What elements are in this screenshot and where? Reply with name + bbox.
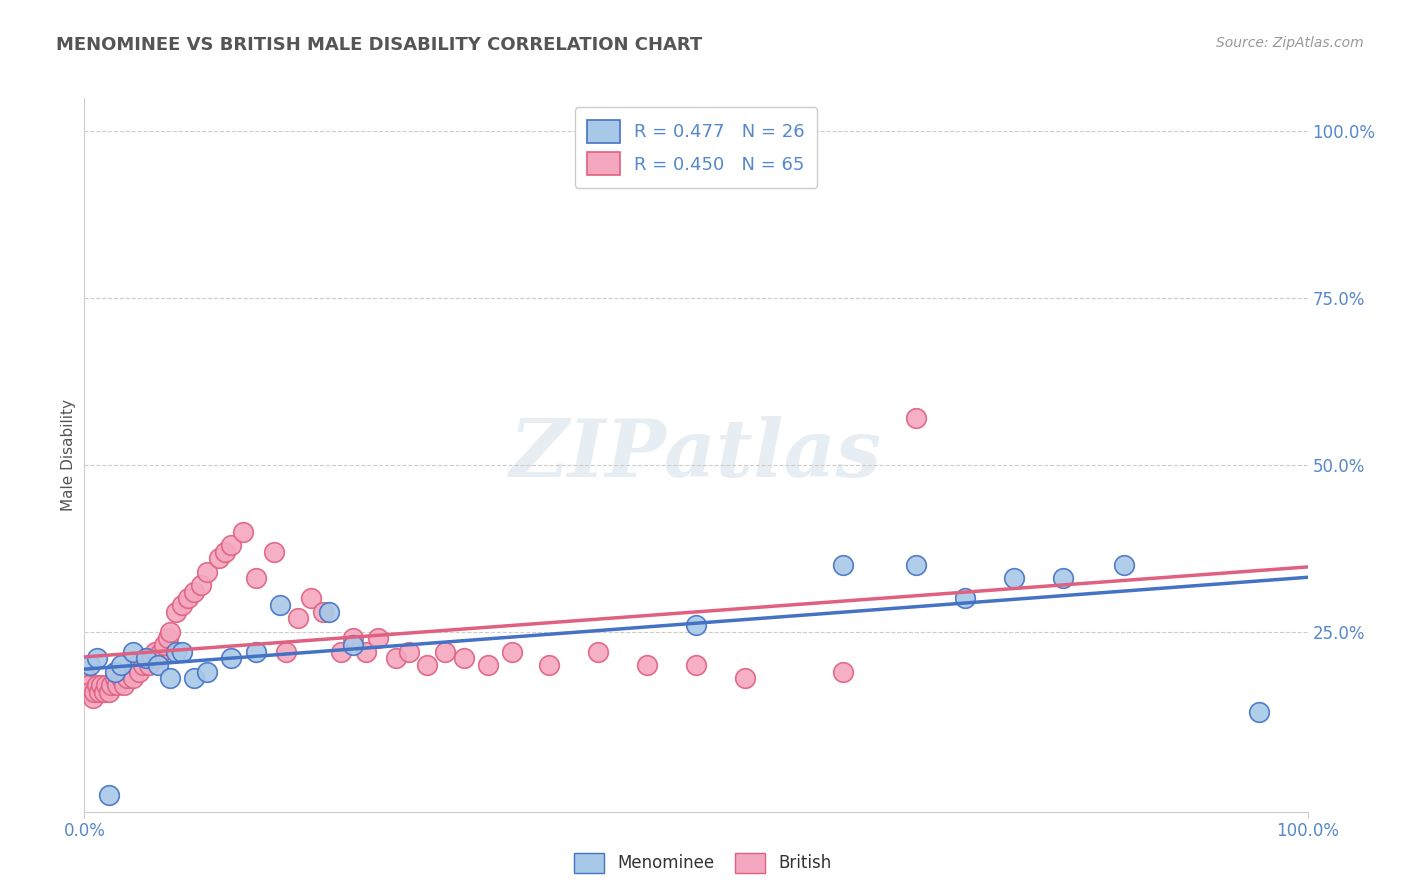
- Legend: Menominee, British: Menominee, British: [568, 847, 838, 880]
- Point: [190, 578, 212, 592]
- Point: [214, 544, 236, 558]
- Point: [96, 678, 118, 692]
- Text: Source: ZipAtlas.com: Source: ZipAtlas.com: [1216, 36, 1364, 50]
- Point: [156, 632, 179, 646]
- Point: [354, 645, 377, 659]
- Point: [831, 665, 853, 679]
- Point: [398, 645, 420, 659]
- Point: [586, 645, 609, 659]
- Point: [141, 651, 163, 665]
- Point: [208, 551, 231, 566]
- Point: [75, 671, 97, 685]
- Point: [135, 651, 157, 665]
- Point: [502, 645, 524, 659]
- Point: [97, 788, 120, 802]
- Point: [245, 571, 267, 585]
- Point: [110, 658, 132, 673]
- Point: [1002, 571, 1025, 585]
- Point: [87, 684, 110, 698]
- Point: [685, 658, 707, 673]
- Point: [330, 645, 353, 659]
- Point: [477, 658, 499, 673]
- Point: [1247, 705, 1270, 719]
- Point: [153, 638, 176, 652]
- Point: [172, 645, 194, 659]
- Point: [110, 671, 132, 685]
- Point: [104, 671, 127, 685]
- Point: [905, 411, 928, 425]
- Point: [219, 538, 242, 552]
- Point: [146, 658, 169, 673]
- Point: [90, 678, 112, 692]
- Point: [342, 638, 364, 652]
- Point: [86, 651, 108, 665]
- Point: [165, 605, 187, 619]
- Point: [538, 658, 561, 673]
- Point: [263, 544, 285, 558]
- Point: [100, 678, 122, 692]
- Point: [245, 645, 267, 659]
- Point: [183, 584, 205, 599]
- Point: [104, 665, 127, 679]
- Point: [219, 651, 242, 665]
- Point: [734, 671, 756, 685]
- Point: [177, 591, 200, 606]
- Point: [276, 645, 298, 659]
- Point: [125, 658, 148, 673]
- Point: [1052, 571, 1074, 585]
- Point: [299, 591, 322, 606]
- Point: [86, 678, 108, 692]
- Text: ZIPatlas: ZIPatlas: [510, 417, 882, 493]
- Point: [146, 651, 169, 665]
- Point: [342, 632, 364, 646]
- Point: [135, 651, 157, 665]
- Point: [434, 645, 457, 659]
- Point: [93, 684, 115, 698]
- Point: [150, 645, 173, 659]
- Point: [128, 665, 150, 679]
- Point: [287, 611, 309, 625]
- Legend: R = 0.477   N = 26, R = 0.450   N = 65: R = 0.477 N = 26, R = 0.450 N = 65: [575, 107, 817, 188]
- Point: [685, 618, 707, 632]
- Point: [172, 598, 194, 612]
- Point: [97, 684, 120, 698]
- Point: [112, 678, 135, 692]
- Point: [79, 684, 101, 698]
- Point: [105, 678, 128, 692]
- Point: [159, 671, 181, 685]
- Point: [312, 605, 335, 619]
- Point: [122, 645, 145, 659]
- Point: [636, 658, 658, 673]
- Point: [115, 671, 138, 685]
- Point: [122, 671, 145, 685]
- Point: [138, 658, 160, 673]
- Point: [953, 591, 976, 606]
- Point: [416, 658, 439, 673]
- Point: [143, 645, 166, 659]
- Point: [195, 665, 218, 679]
- Point: [165, 645, 187, 659]
- Point: [269, 598, 291, 612]
- Point: [132, 658, 155, 673]
- Point: [453, 651, 475, 665]
- Point: [367, 632, 389, 646]
- Point: [183, 671, 205, 685]
- Point: [79, 658, 101, 673]
- Point: [159, 624, 181, 639]
- Point: [120, 665, 142, 679]
- Point: [385, 651, 408, 665]
- Point: [905, 558, 928, 572]
- Point: [77, 678, 100, 692]
- Point: [195, 565, 218, 579]
- Point: [83, 684, 105, 698]
- Point: [82, 691, 104, 706]
- Y-axis label: Male Disability: Male Disability: [60, 399, 76, 511]
- Point: [232, 524, 254, 539]
- Point: [1114, 558, 1136, 572]
- Text: MENOMINEE VS BRITISH MALE DISABILITY CORRELATION CHART: MENOMINEE VS BRITISH MALE DISABILITY COR…: [56, 36, 703, 54]
- Point: [318, 605, 340, 619]
- Point: [831, 558, 853, 572]
